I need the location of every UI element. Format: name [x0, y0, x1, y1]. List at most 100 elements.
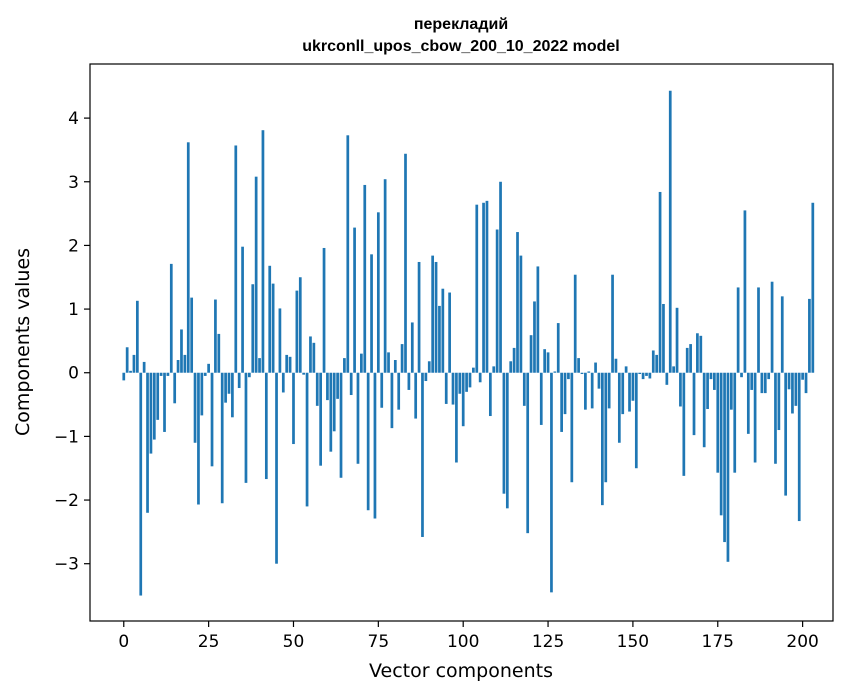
x-tick-label: 75	[368, 632, 390, 652]
bar	[173, 372, 177, 404]
bar	[665, 372, 669, 385]
bar	[326, 372, 329, 401]
bar	[509, 361, 513, 373]
bar	[461, 372, 465, 427]
bar	[543, 349, 547, 373]
bar	[808, 298, 811, 373]
bar	[125, 347, 129, 373]
bar	[220, 372, 224, 504]
bar	[590, 372, 594, 409]
x-tick-label: 25	[198, 632, 220, 652]
bar	[726, 372, 730, 562]
bar	[556, 323, 560, 373]
bar	[288, 356, 292, 373]
bar	[190, 297, 194, 373]
y-tick-label: −1	[54, 427, 79, 447]
bar	[322, 247, 326, 373]
bar	[231, 372, 234, 418]
bar	[444, 372, 448, 404]
bar	[794, 372, 798, 406]
bar	[577, 358, 580, 373]
bar	[573, 274, 577, 373]
bar	[804, 372, 808, 394]
bar	[709, 372, 713, 380]
bar	[234, 145, 238, 373]
bar	[370, 254, 373, 373]
bar	[455, 372, 458, 463]
bar	[780, 296, 784, 373]
y-tick-label: 2	[68, 236, 79, 256]
bar	[679, 372, 682, 407]
bar	[662, 303, 665, 373]
bar	[261, 130, 265, 373]
bar	[522, 372, 526, 406]
bar	[611, 274, 614, 373]
bar	[159, 372, 163, 376]
chart-subtitle: ukrconll_upos_cbow_200_10_2022 model	[302, 38, 619, 55]
bar	[197, 372, 200, 505]
bar	[139, 372, 143, 596]
bar	[472, 367, 475, 373]
bar	[757, 287, 760, 373]
bar	[438, 305, 441, 373]
y-tick-label: −2	[54, 491, 79, 511]
bar	[723, 372, 726, 543]
bar	[672, 366, 675, 373]
bar	[400, 344, 404, 373]
bar	[702, 372, 706, 448]
bar	[536, 266, 540, 373]
bar	[163, 372, 166, 432]
bar	[719, 372, 723, 516]
bar	[251, 284, 255, 373]
x-tick-label: 125	[532, 632, 564, 652]
bar	[495, 229, 499, 373]
x-tick-label: 150	[617, 632, 649, 652]
bar	[597, 372, 601, 389]
bar	[349, 372, 353, 396]
bar	[740, 372, 743, 378]
bar	[505, 372, 509, 509]
bar	[458, 372, 462, 394]
bar	[787, 372, 791, 390]
bar	[685, 347, 689, 373]
x-tick-label: 50	[283, 632, 305, 652]
bar	[658, 191, 662, 373]
bar	[641, 372, 645, 380]
bar	[614, 358, 618, 373]
bar	[533, 301, 536, 373]
bar	[617, 372, 621, 443]
bar	[692, 372, 696, 436]
bar	[227, 372, 231, 394]
bar	[203, 372, 207, 376]
bar	[492, 366, 496, 373]
bar	[631, 372, 635, 401]
bar	[305, 372, 309, 507]
bar	[152, 372, 156, 440]
bar	[539, 372, 543, 425]
bar	[264, 372, 268, 480]
bar	[753, 372, 757, 463]
x-axis-label: Vector components	[369, 660, 553, 682]
bars-group	[122, 90, 815, 596]
bar	[421, 372, 424, 537]
y-tick-label: 3	[68, 173, 79, 193]
bar	[604, 372, 608, 483]
bar	[628, 372, 631, 412]
bar	[356, 372, 360, 464]
bar	[675, 307, 679, 373]
bar	[621, 372, 625, 415]
bar	[292, 372, 295, 445]
bar	[784, 372, 788, 496]
bar	[353, 227, 356, 373]
bar	[275, 372, 278, 564]
bar	[638, 372, 642, 375]
bar	[699, 335, 703, 373]
bar	[424, 372, 428, 382]
bar	[298, 277, 302, 373]
bar	[366, 372, 370, 511]
bar	[373, 372, 377, 519]
bar	[339, 372, 343, 478]
bar	[404, 153, 407, 373]
